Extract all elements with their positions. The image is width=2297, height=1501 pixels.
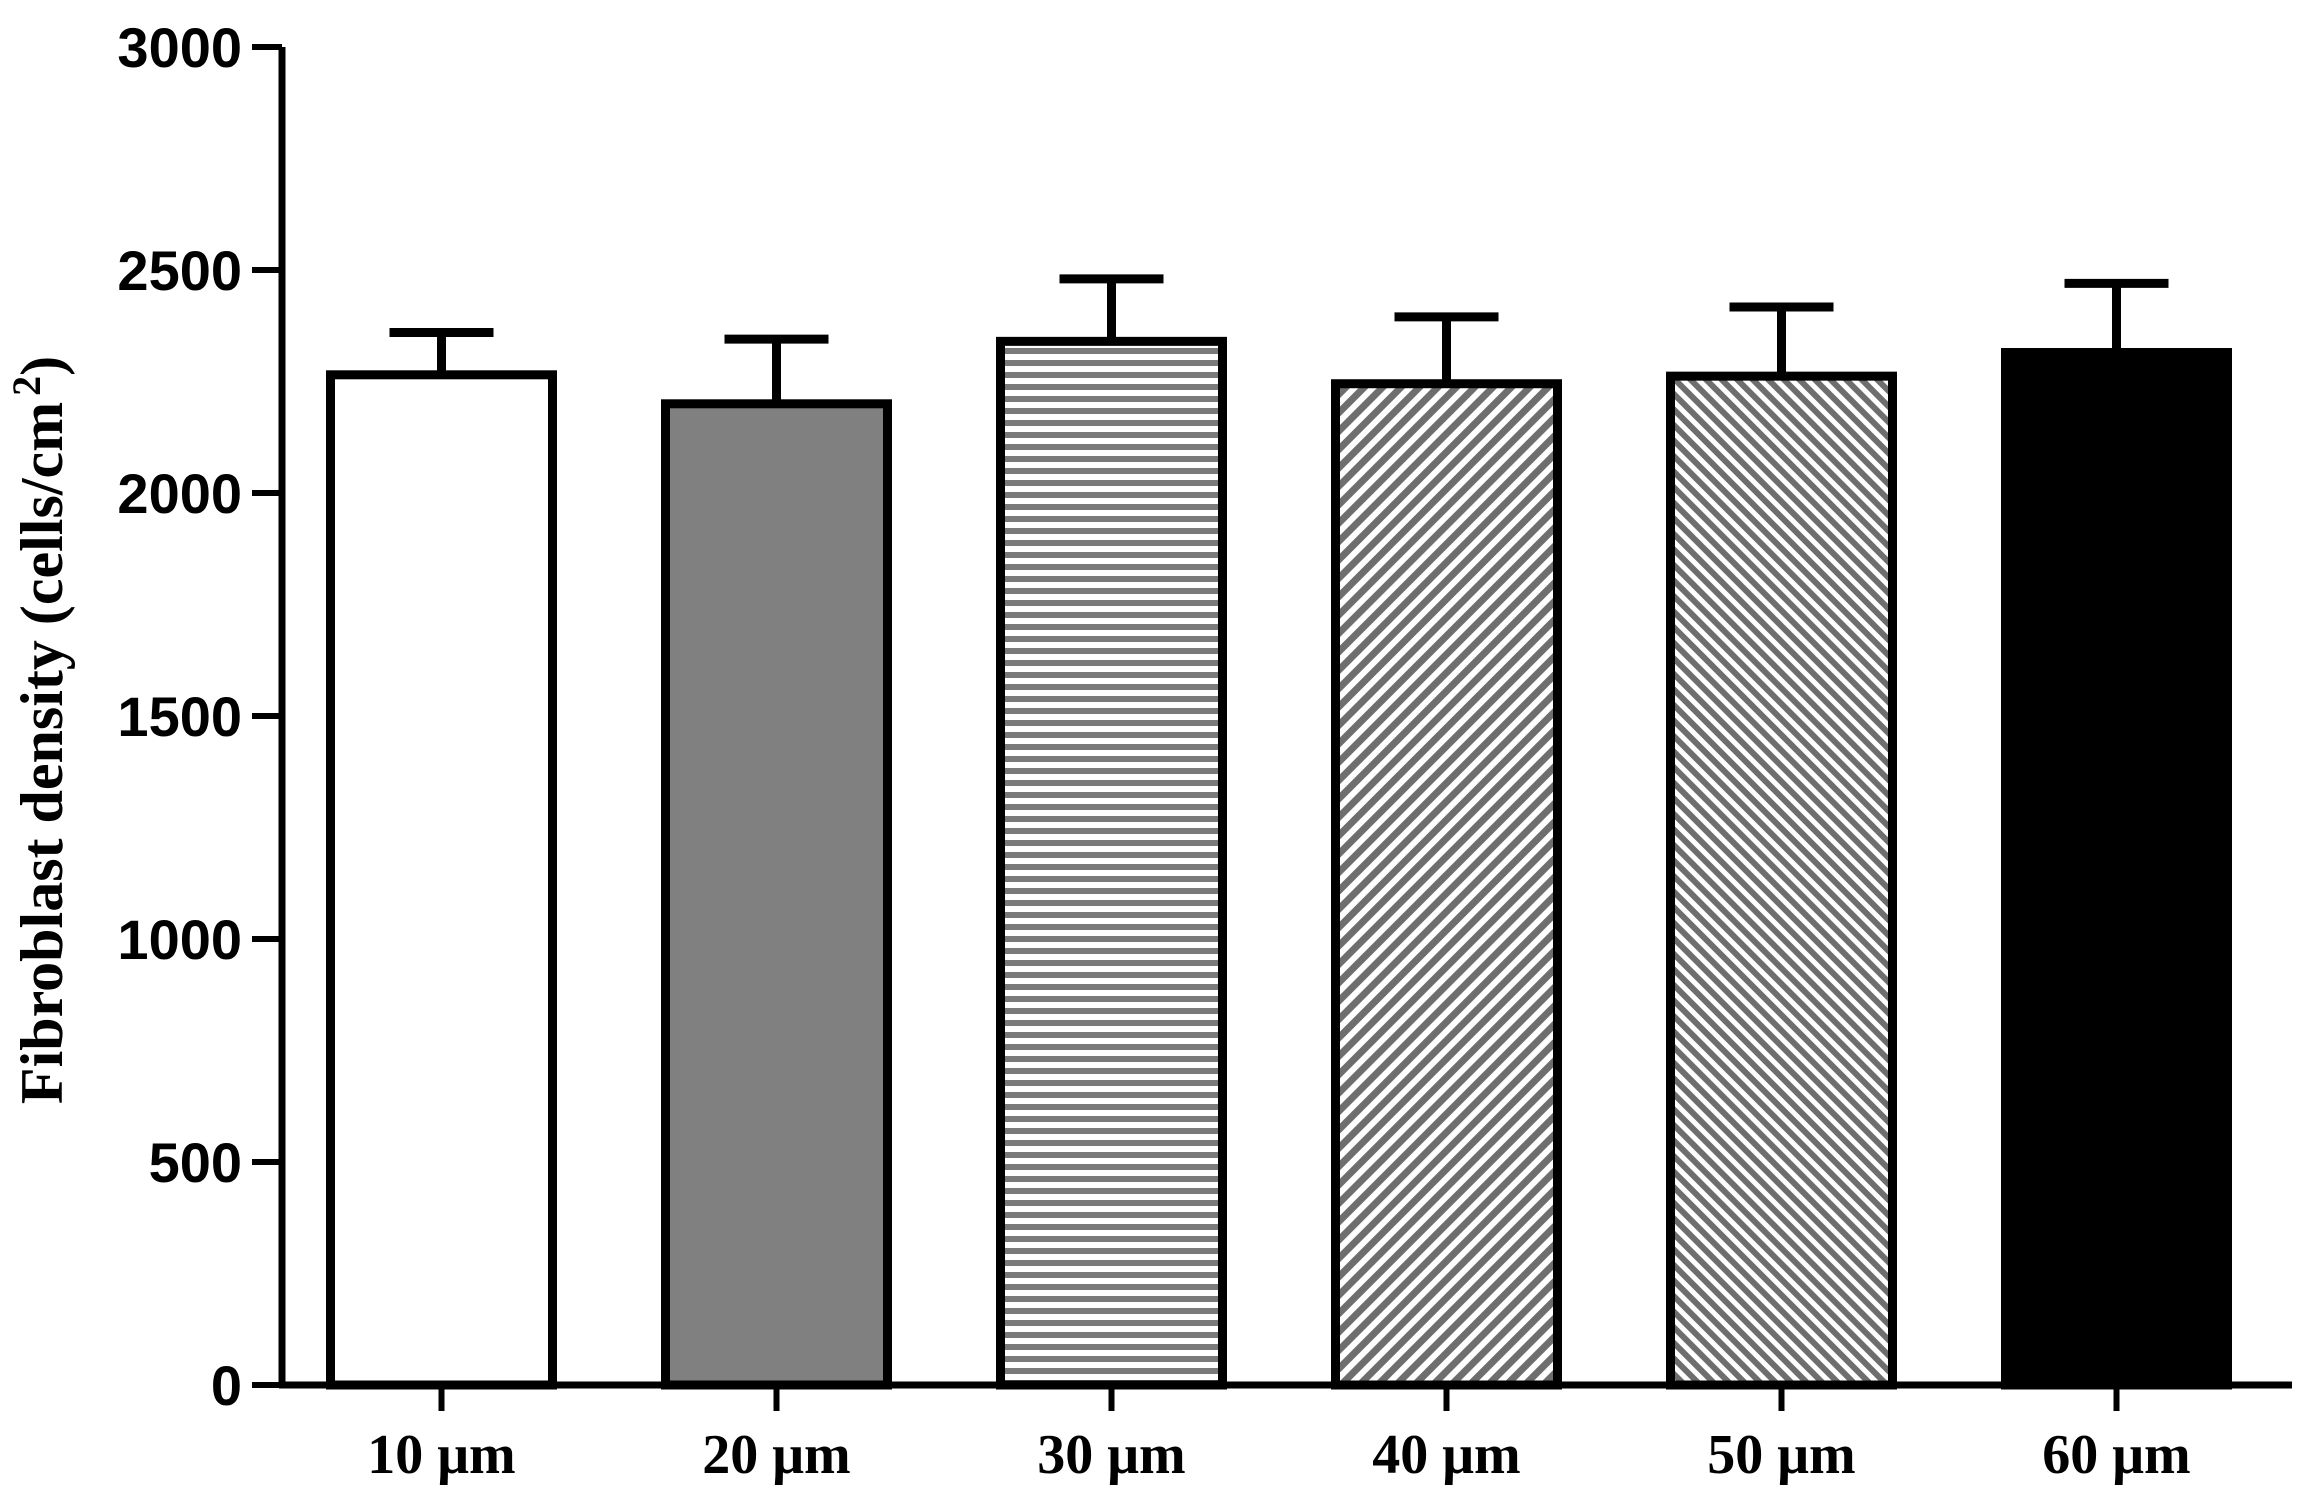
bar [1331,379,1562,1390]
y-tick-label: 1000 [117,908,242,971]
x-tick-label: 10 μm [367,1424,515,1486]
y-tick-label: 2000 [117,462,242,525]
y-tick-label: 3000 [117,16,242,79]
y-tick-label: 0 [211,1354,242,1417]
bar [1666,371,1897,1390]
y-tick-label: 1500 [117,685,242,748]
x-tick-label: 60 μm [2042,1424,2190,1486]
bars-layer [326,336,2232,1390]
x-tick-label: 20 μm [702,1424,850,1486]
y-tick-label: 500 [149,1131,242,1194]
error-bars-layer [389,274,2169,404]
bar [2001,348,2232,1390]
bar [996,336,1227,1390]
y-tick-labels: 0 500 1000 1500 2000 2500 3000 [117,16,242,1417]
x-tick-label: 30 μm [1037,1424,1185,1486]
x-tick-labels: 10 μm 20 μm 30 μm 40 μm 50 μm 60 μm [367,1424,2190,1486]
x-tick-label: 40 μm [1372,1424,1520,1486]
axes-layer [252,44,2292,1411]
x-tick-label: 50 μm [1707,1424,1855,1486]
bar [326,370,557,1390]
bar [661,399,892,1390]
y-tick-label: 2500 [117,239,242,302]
y-axis-title: Fibroblast density (cells/cm2) [4,356,75,1104]
